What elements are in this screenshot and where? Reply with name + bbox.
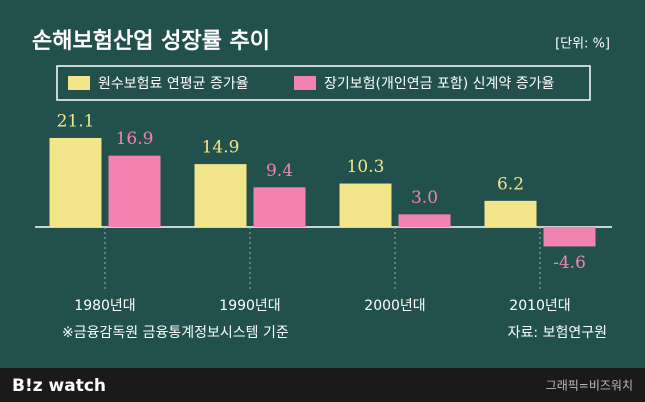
bar	[339, 183, 392, 227]
source: 자료: 보험연구원	[508, 325, 607, 341]
bar	[253, 187, 306, 227]
legend-swatch	[294, 76, 316, 90]
legend-label: 원수보험료 연평균 증가율	[98, 76, 249, 92]
x-tick-label: 2010년대	[509, 298, 570, 314]
chart-title: 손해보험산업 성장률 추이	[32, 28, 270, 54]
x-tick-label: 1980년대	[74, 298, 135, 314]
value-label: 9.4	[266, 161, 293, 181]
bar	[49, 137, 102, 227]
x-tick-label: 1990년대	[219, 298, 280, 314]
bar	[484, 200, 537, 227]
bar	[194, 164, 247, 227]
legend-label: 장기보험(개인연금 포함) 신계약 증가율	[324, 76, 554, 92]
value-label: 14.9	[202, 138, 240, 158]
value-label: 6.2	[497, 174, 524, 194]
unit-label: [단위: %]	[555, 37, 610, 52]
legend-swatch	[68, 76, 90, 90]
value-label: 3.0	[411, 188, 438, 208]
bar	[543, 227, 596, 247]
value-label: 16.9	[116, 129, 154, 149]
value-label: -4.6	[553, 253, 586, 273]
value-label: 10.3	[347, 157, 385, 177]
legend-box	[56, 65, 591, 101]
footer-band	[0, 368, 645, 402]
bar	[398, 214, 451, 227]
credit: 그래픽=비즈워치	[546, 379, 633, 393]
background	[0, 0, 645, 368]
x-tick-label: 2000년대	[364, 298, 425, 314]
bar	[108, 155, 161, 227]
note: ※금융감독원 금융통계정보시스템 기준	[62, 325, 289, 341]
value-label: 21.1	[57, 111, 95, 131]
logo: B!z watch	[12, 376, 106, 396]
